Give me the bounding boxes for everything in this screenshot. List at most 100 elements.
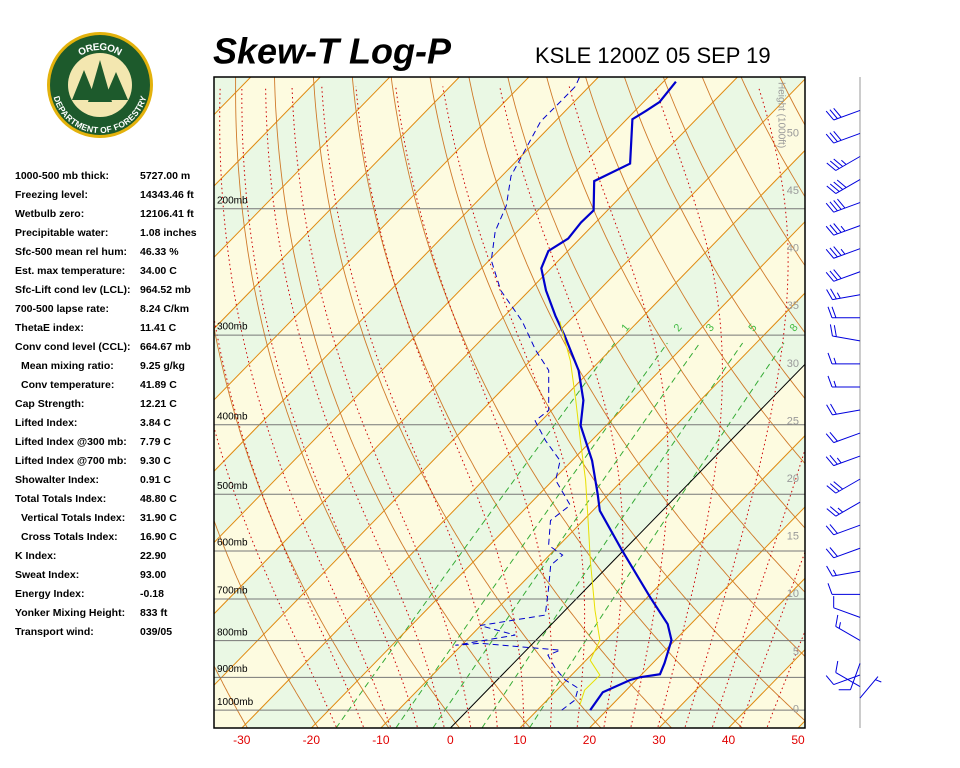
y-tick-label: 200mb [217, 195, 248, 206]
stat-value: 34.00 C [140, 265, 177, 277]
x-tick-label: -10 [372, 733, 390, 747]
plot-area [214, 77, 960, 728]
y2-tick-label: 20 [787, 473, 799, 485]
moist-adiabat [265, 86, 445, 727]
stat-label: Showalter Index: [15, 474, 99, 486]
wind-barb [827, 352, 860, 365]
dry-adiabat [468, 77, 805, 658]
wind-barb [825, 269, 861, 282]
wind-barb [835, 614, 861, 641]
y2-tick-label: 45 [787, 185, 799, 197]
dry-adiabat [390, 77, 743, 728]
y2-tick-label: 0 [793, 703, 799, 715]
wind-barb [825, 223, 861, 236]
moist-adiabat [219, 86, 391, 727]
dry-adiabat [779, 77, 805, 126]
stat-value: 46.33 % [140, 246, 179, 258]
wind-barb [825, 524, 861, 536]
stat-label: Sfc-500 mean rel hum: [15, 246, 127, 258]
stat-label: Sfc-Lift cond lev (LCL): [15, 284, 131, 296]
mixing-ratio-line [529, 342, 785, 728]
wind-barb [827, 375, 860, 388]
dry-adiabat [214, 664, 248, 728]
dry-adiabat [546, 77, 805, 529]
stat-value: 833 ft [140, 607, 168, 619]
stat-value: 3.84 C [140, 417, 171, 429]
wind-barb [825, 107, 861, 121]
stat-label: K Index: [15, 550, 56, 562]
stat-value: 41.89 C [140, 379, 177, 391]
wind-barb [826, 501, 861, 517]
stat-value: 48.80 C [140, 493, 177, 505]
logo-top-text: OREGON [76, 41, 123, 58]
wind-barb [827, 583, 860, 595]
dry-adiabat [897, 77, 960, 728]
y-tick-label: 900mb [217, 664, 248, 675]
dry-adiabat [858, 77, 960, 728]
isotherm [214, 77, 460, 330]
y-tick-label: 700mb [217, 586, 248, 597]
stat-value: 14343.46 ft [140, 189, 194, 201]
moist-adiabat [291, 86, 472, 727]
dry-adiabat [214, 519, 319, 728]
dry-adiabat [623, 77, 805, 400]
dry-adiabat [819, 77, 960, 728]
stat-label: ThetaE index: [15, 322, 84, 334]
stat-value: 12.21 C [140, 398, 177, 410]
wind-barb [825, 198, 861, 213]
dry-adiabat [662, 77, 805, 334]
isotherm [868, 77, 960, 728]
wind-barb [825, 454, 861, 467]
stat-label: Vertical Totals Index: [21, 512, 125, 524]
y2-tick-label: 15 [787, 531, 799, 543]
mixing-ratio-line [481, 342, 744, 728]
stat-value: 664.67 mb [140, 341, 191, 353]
isotherm [380, 292, 805, 728]
dry-adiabat [214, 325, 390, 728]
dry-adiabat [936, 77, 960, 728]
stat-value: 16.90 C [140, 531, 177, 543]
stat-value: -0.18 [140, 588, 164, 600]
stat-label: 700-500 lapse rate: [15, 303, 109, 315]
wind-barb [826, 403, 861, 416]
y-tick-label: 600mb [217, 538, 248, 549]
y2-tick-label: 35 [787, 300, 799, 312]
temperature-band [214, 79, 805, 728]
y2-tick-label: 5 [793, 646, 799, 658]
stat-label: Total Totals Index: [15, 493, 106, 505]
stat-label: Wetbulb zero: [15, 208, 84, 220]
stat-label: Lifted Index @300 mb: [15, 436, 127, 448]
wind-barb [826, 565, 861, 577]
isotherm [658, 577, 805, 728]
stat-value: 0.91 C [140, 474, 171, 486]
stat-label: Cross Totals Index: [21, 531, 118, 543]
isotherm [519, 434, 805, 728]
stat-value: 8.24 C/km [140, 303, 189, 315]
moist-adiabat [499, 86, 624, 727]
stat-value: 31.90 C [140, 512, 177, 524]
moist-adiabat [355, 86, 525, 727]
isotherm [589, 506, 805, 728]
isotherm [310, 220, 805, 728]
stat-label: Freezing level: [15, 189, 88, 201]
isotherm [241, 149, 805, 728]
wind-barb [829, 324, 861, 342]
stat-label: Lifted Index: [15, 417, 77, 429]
wind-barb [859, 676, 882, 699]
plot-border [213, 76, 806, 729]
stat-label: Transport wind: [15, 626, 94, 638]
chart-title: Skew-T Log-P [213, 31, 452, 72]
stat-label: Sweat Index: [15, 569, 79, 581]
x-tick-label: 40 [722, 733, 736, 747]
x-tick-label: -20 [303, 733, 321, 747]
dry-adiabat [312, 77, 602, 728]
x-tick-label: 30 [652, 733, 666, 747]
y2-tick-label: 30 [787, 358, 799, 370]
y-tick-label: 300mb [217, 322, 248, 333]
profile-line [540, 81, 677, 711]
wind-barb [833, 596, 861, 618]
wind-barb [825, 547, 861, 559]
stat-label: Lifted Index @700 mb: [15, 455, 127, 467]
stat-value: 9.25 g/kg [140, 360, 185, 372]
stat-value: 22.90 [140, 550, 166, 562]
